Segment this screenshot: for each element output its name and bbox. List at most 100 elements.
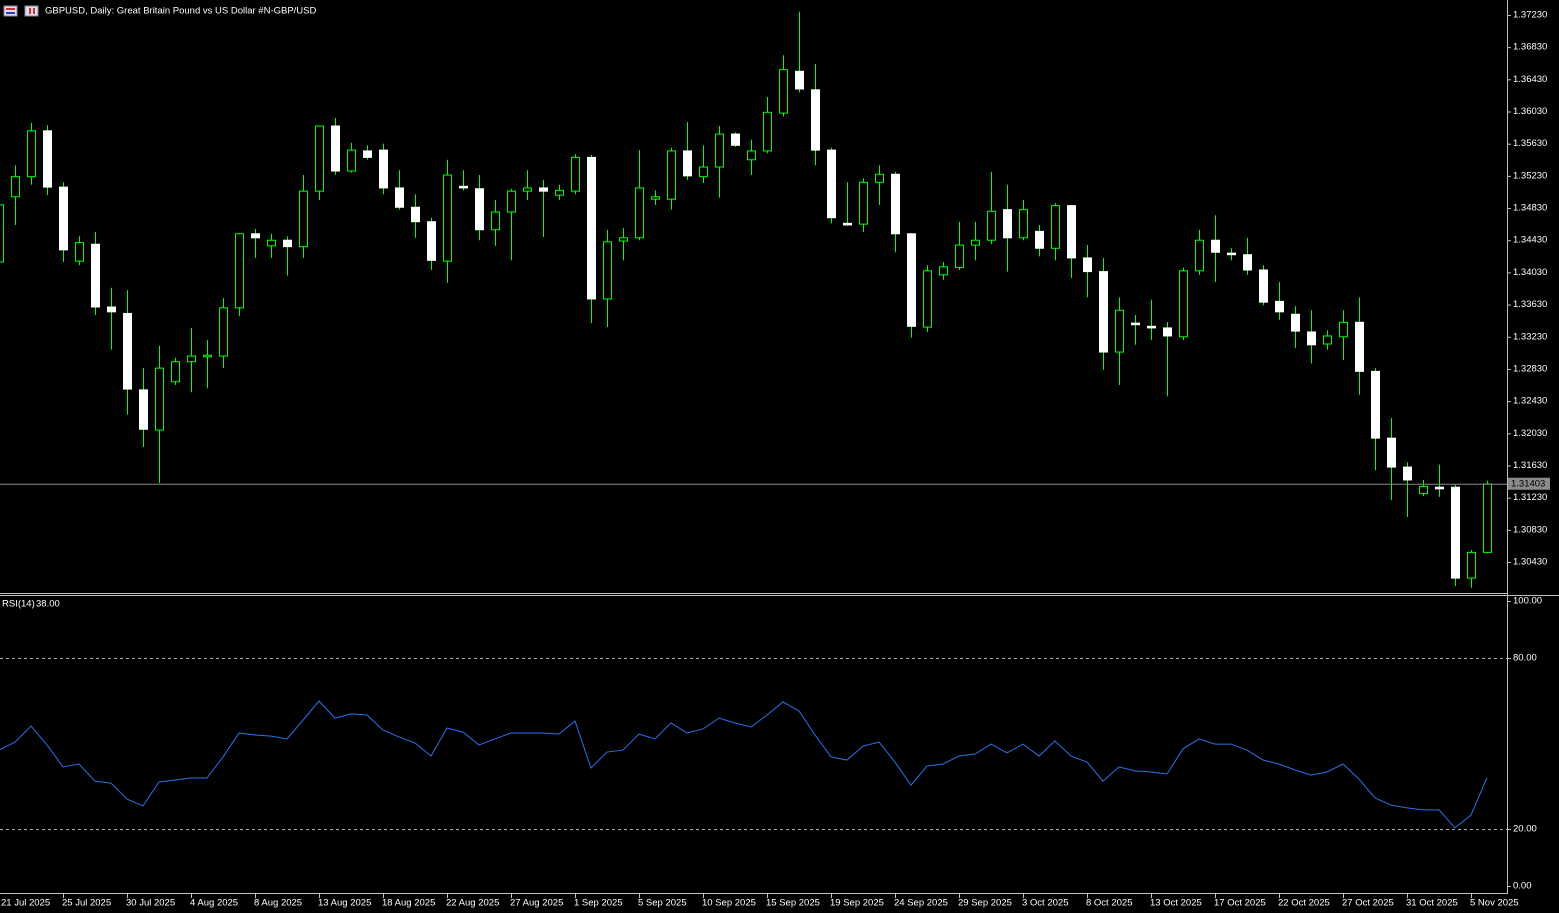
x-tick-label: 17 Oct 2025 [1214,898,1266,909]
candle-body [1403,466,1412,481]
y-tick-label: 1.34830 [1513,203,1547,214]
candle-body [379,149,388,189]
y-tick-label: 1.34430 [1513,235,1547,246]
candle-body [907,233,916,327]
candle-body [523,187,532,192]
y-tick-label: 1.33630 [1513,299,1547,310]
y-tick-label: 1.35630 [1513,138,1547,149]
bid-label: 1.31403 [1511,478,1545,489]
x-tick-label: 5 Nov 2025 [1470,898,1519,909]
candle-body [219,307,228,357]
x-tick-label: 1 Sep 2025 [574,898,623,909]
chart-title: GBPUSD, Daily: Great Britain Pound vs US… [45,6,317,17]
rsi-line [0,700,1488,829]
icon [6,8,15,10]
candle-body [955,244,964,269]
icon [24,5,39,17]
candle-body [107,306,116,313]
icon [33,8,35,14]
candle-body [443,174,452,262]
x-tick-label: 30 Jul 2025 [126,898,175,909]
x-tick-label: 8 Oct 2025 [1086,898,1132,909]
candle-body [1211,239,1220,253]
candle-body [491,211,500,231]
candle-body [827,149,836,219]
candle-body [651,196,660,200]
candle-body [1035,230,1044,249]
x-tick-label: 27 Aug 2025 [510,898,563,909]
candle-body [811,89,820,151]
candle-body [763,111,772,152]
candle-body [75,242,84,262]
candle-body [987,210,996,241]
candle-body [0,204,4,263]
candle-body [923,270,932,328]
candle-body [875,173,884,183]
x-tick-label: 13 Oct 2025 [1150,898,1202,909]
indicator-value: 38.00 [36,599,60,610]
x-tick-label: 8 Aug 2025 [254,898,302,909]
candle-body [779,69,788,114]
candle-body [1307,331,1316,346]
candle-body [459,185,468,189]
candle-body [11,176,20,198]
candle-body [1435,486,1444,490]
indicator-title: RSI(14) [2,599,35,610]
candle-body [971,239,980,246]
candle-body [1067,205,1076,259]
icon [6,12,15,14]
candle-body [1115,309,1124,353]
candle-body [507,190,516,213]
candle-body [1195,239,1204,272]
candle-body [1051,205,1060,249]
candle-body [1275,300,1284,313]
candle-body [747,150,756,161]
candle-body [363,150,372,158]
candle-body [1419,485,1428,495]
y-tick-label: 80.00 [1513,653,1537,664]
y-tick-label: 1.36030 [1513,106,1547,117]
candle-body [1163,327,1172,337]
y-tick-label: 20.00 [1513,824,1537,835]
x-tick-label: 21 Jul 2025 [1,898,50,909]
x-tick-label: 5 Sep 2025 [638,898,687,909]
candle-body [1323,335,1332,345]
candle-body [331,125,340,172]
candle-body [123,312,132,390]
x-tick-label: 19 Sep 2025 [830,898,884,909]
x-tick-label: 27 Oct 2025 [1342,898,1394,909]
x-tick-label: 29 Sep 2025 [958,898,1012,909]
candle-body [27,130,36,178]
candle-body [1259,269,1268,303]
candle-body [1147,325,1156,329]
y-tick-label: 1.36830 [1513,42,1547,53]
candle-body [475,188,484,231]
candle-body [683,150,692,177]
candle-body [1019,209,1028,239]
candle-body [715,133,724,168]
candle-body [1099,271,1108,353]
candle-body [395,187,404,208]
icon [29,8,31,14]
candle-body [1131,322,1140,326]
x-tick-label: 24 Sep 2025 [894,898,948,909]
candle-body [1179,270,1188,338]
candle-body [1243,254,1252,271]
candle-body [203,354,212,358]
candle-body [1227,252,1236,256]
candle-body [1451,486,1460,579]
icon [3,5,18,17]
candle-body [795,70,804,90]
y-tick-label: 100.00 [1513,596,1542,607]
candle-body [731,133,740,146]
x-tick-label: 13 Aug 2025 [318,898,371,909]
candle-body [1371,370,1380,439]
y-tick-label: 1.32830 [1513,363,1547,374]
candle-body [59,186,68,251]
candle-body [187,355,196,363]
candle-body [635,187,644,239]
y-tick-label: 1.32030 [1513,428,1547,439]
